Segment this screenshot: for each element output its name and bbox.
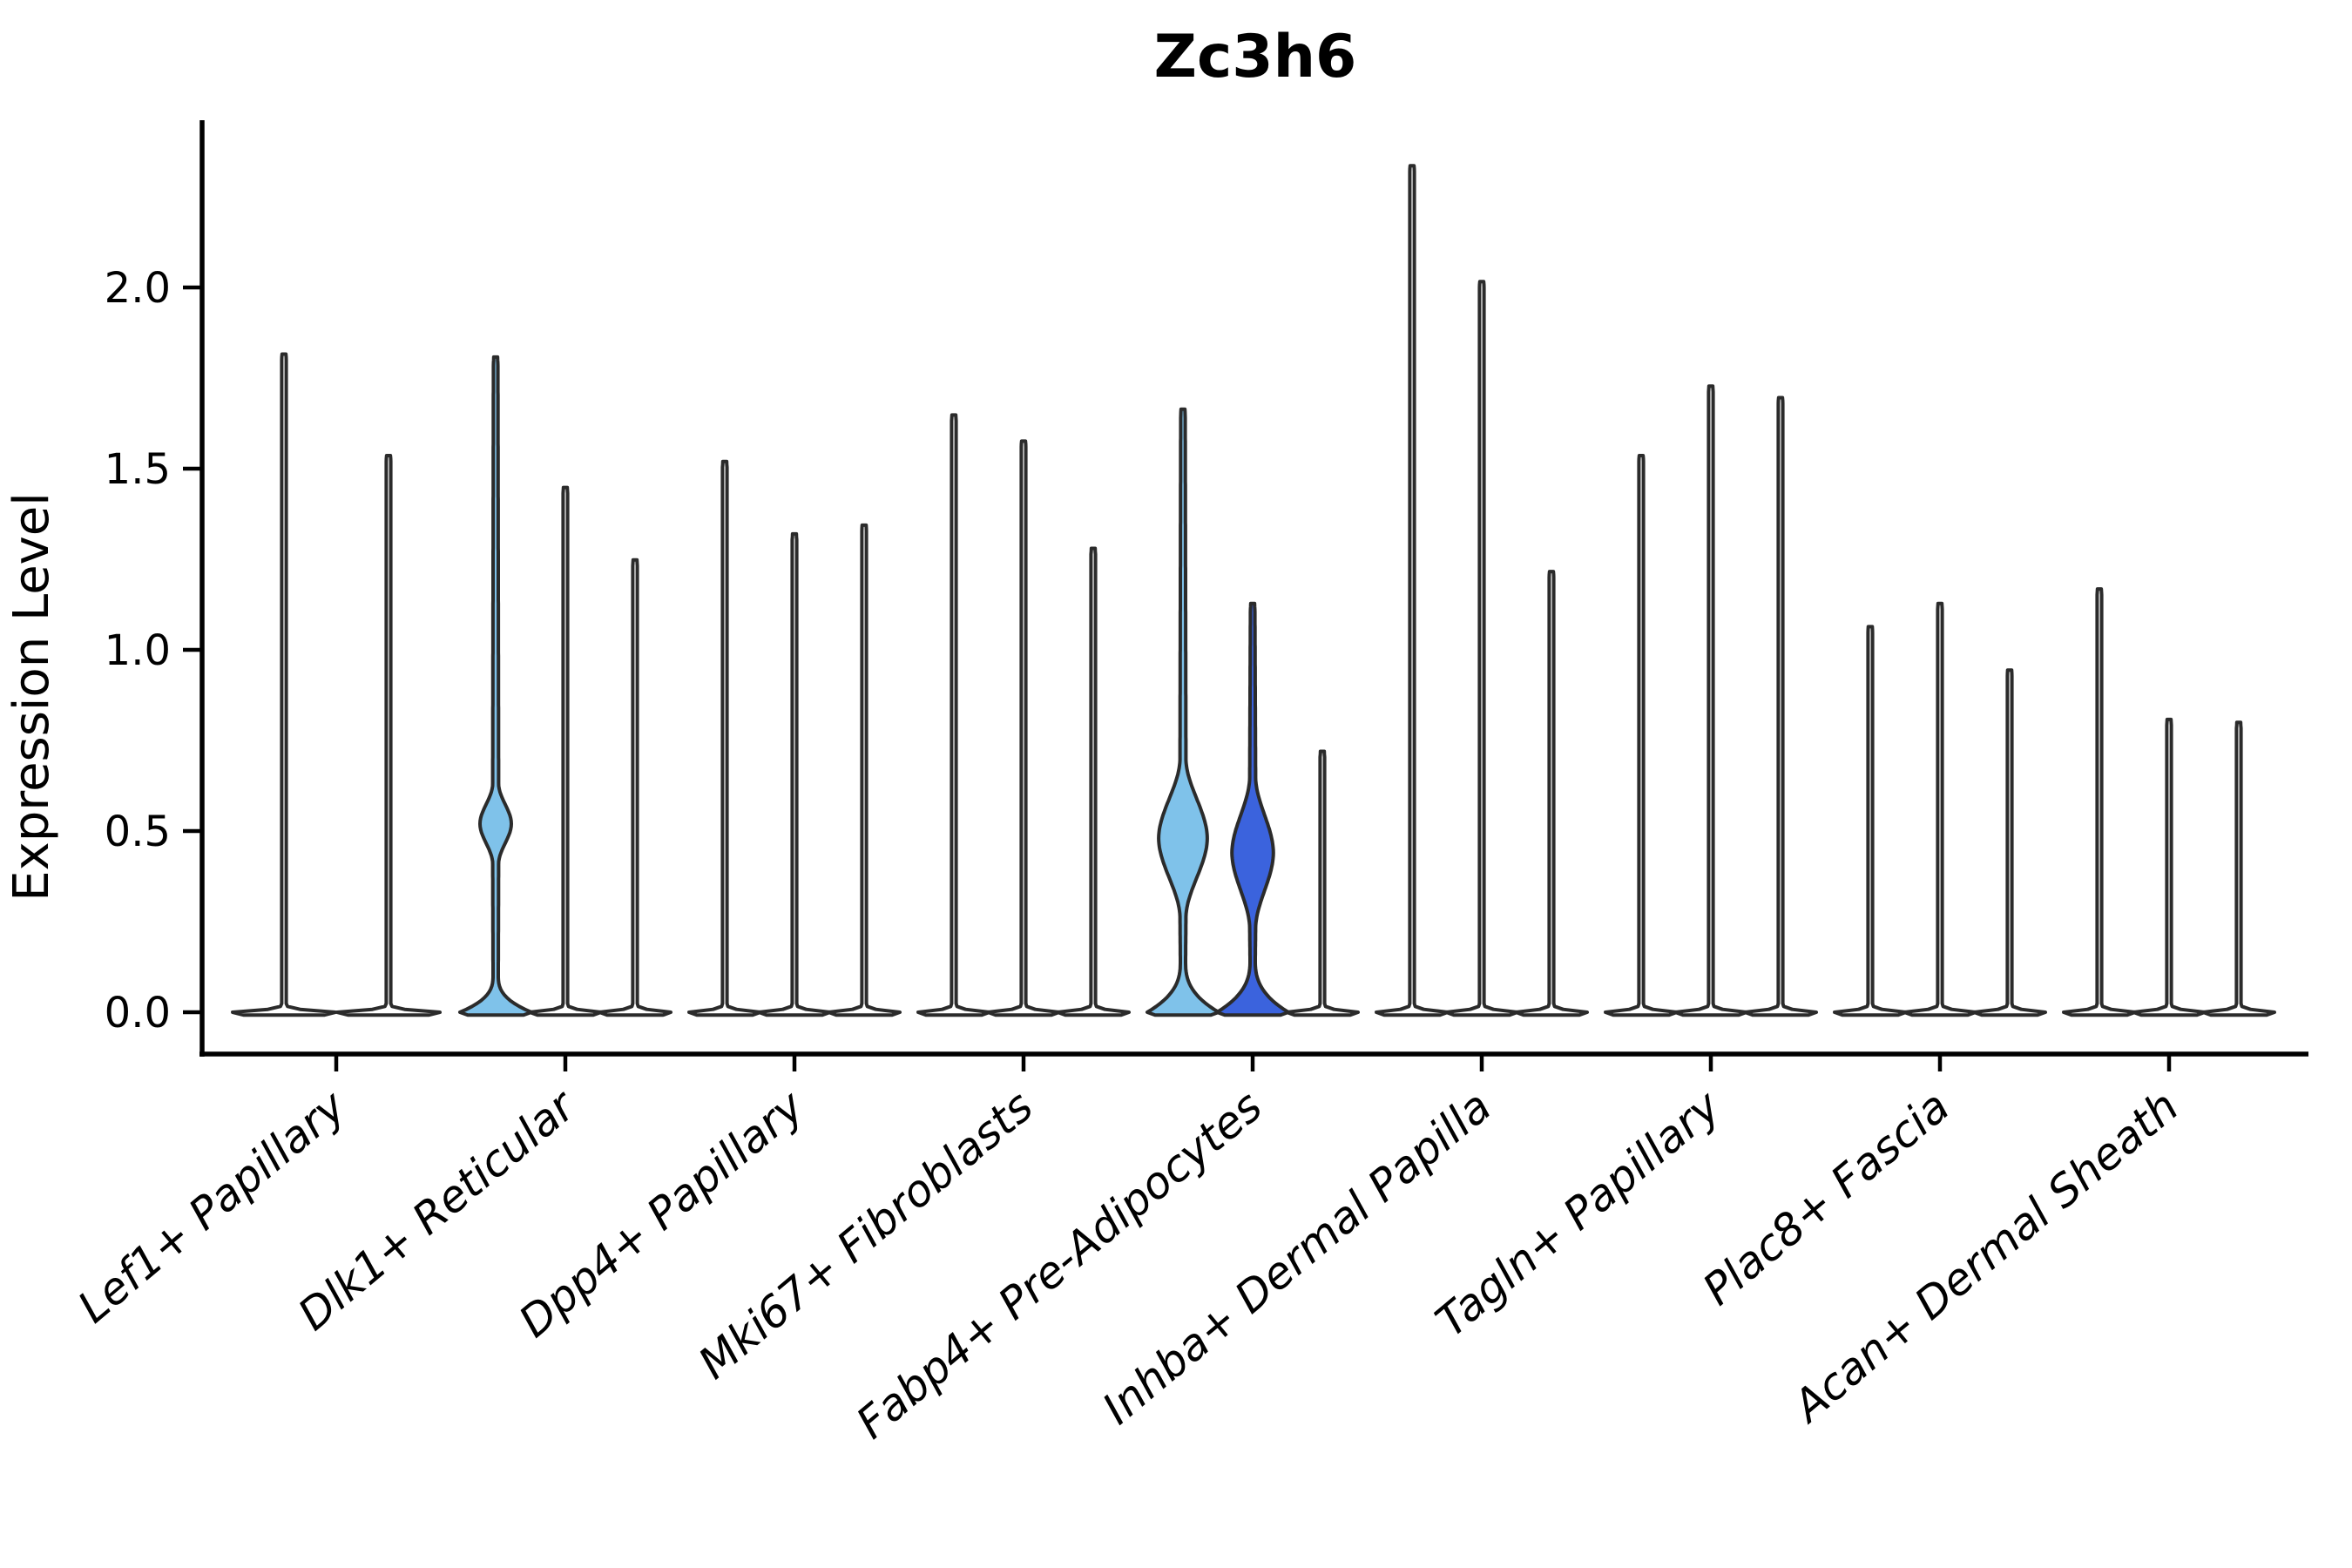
violin xyxy=(1375,164,1450,1017)
x-tick-label: Acan+ Dermal Sheath xyxy=(1782,1081,2188,1433)
x-tick-label: Fabp4+ Pre-Adipocytes xyxy=(847,1081,1271,1449)
x-tick-label: Inhba+ Dermal Papilla xyxy=(1093,1081,1501,1435)
plot-title: Zc3h6 xyxy=(1154,23,1357,91)
violin xyxy=(827,523,902,1017)
violin xyxy=(1056,546,1131,1017)
violin xyxy=(335,454,442,1017)
violin xyxy=(528,485,603,1017)
violin xyxy=(231,352,337,1017)
violin xyxy=(1972,668,2047,1017)
violin xyxy=(2201,720,2276,1017)
violin xyxy=(1604,454,1679,1017)
violin xyxy=(757,531,832,1017)
violin xyxy=(598,558,672,1017)
y-tick-label: 2.0 xyxy=(105,264,171,313)
violin xyxy=(986,439,1061,1017)
violin xyxy=(687,459,762,1017)
violin xyxy=(1285,749,1360,1017)
violin-filled xyxy=(1146,407,1220,1017)
violin xyxy=(1444,280,1519,1017)
y-tick-label: 0.0 xyxy=(105,989,171,1037)
violin xyxy=(916,413,991,1017)
violin xyxy=(2132,717,2207,1017)
y-tick-label: 1.5 xyxy=(105,445,171,494)
violin xyxy=(1514,570,1589,1017)
violin-filled xyxy=(458,355,533,1017)
violin xyxy=(1833,625,1908,1017)
violin-filled xyxy=(1215,601,1290,1017)
violin xyxy=(1743,395,1818,1017)
violin xyxy=(1903,601,1977,1017)
violin xyxy=(1673,384,1748,1017)
violin xyxy=(2062,587,2137,1017)
y-tick-label: 1.0 xyxy=(105,626,171,675)
y-axis-label: Expression Level xyxy=(3,492,60,902)
y-tick-label: 0.5 xyxy=(105,808,171,856)
